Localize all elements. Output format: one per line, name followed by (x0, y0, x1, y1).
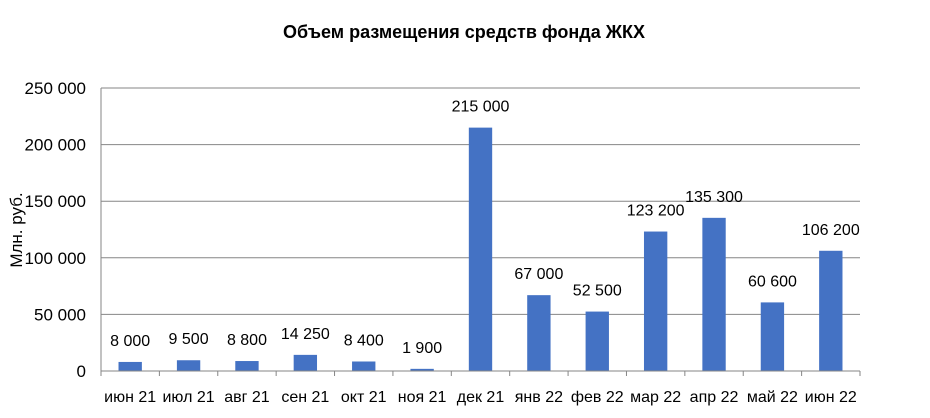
y-tick-label: 50 000 (34, 305, 86, 324)
bar (176, 360, 201, 371)
x-tick-label: июн 21 (104, 389, 156, 406)
data-label: 14 250 (281, 326, 330, 343)
data-label: 123 200 (627, 203, 685, 220)
data-label: 60 600 (748, 273, 797, 290)
x-tick-label: сен 21 (281, 389, 329, 406)
bars (118, 127, 843, 372)
x-tick-label: дек 21 (457, 389, 505, 406)
bar (410, 368, 434, 371)
chart-title: Объем размещения средств фонда ЖКХ (283, 22, 645, 42)
data-labels: 8 000 9 500 8 800 14 250 8 400 1 900 215 000 67… (110, 99, 860, 357)
data-label: 9 500 (169, 331, 209, 348)
y-tick-label: 250 000 (25, 79, 86, 98)
data-label: 215 000 (452, 99, 510, 116)
data-label: 52 500 (573, 283, 622, 300)
y-tick-label: 150 000 (25, 192, 86, 211)
y-axis-ticks: 0 50 000 100 000 150 000 200 000 250 000 (25, 79, 86, 381)
y-tick-label: 200 000 (25, 136, 86, 155)
bar (819, 250, 843, 371)
y-tick-label: 100 000 (25, 249, 86, 268)
data-label: 67 000 (514, 266, 563, 283)
data-label: 8 000 (110, 333, 150, 350)
data-label: 1 900 (402, 340, 442, 357)
y-axis-label: Млн. руб. (7, 192, 26, 267)
bar (352, 361, 376, 371)
x-tick-label: июн 22 (805, 389, 857, 406)
data-label: 8 800 (227, 332, 267, 349)
x-tick-label: май 22 (747, 389, 798, 406)
y-tick-label: 0 (77, 362, 86, 381)
x-tick-label: фев 22 (571, 389, 624, 406)
x-tick-label: июл 21 (162, 389, 214, 406)
x-tick-label: ноя 21 (398, 389, 447, 406)
bar (643, 231, 668, 371)
bar (235, 361, 259, 371)
data-label: 8 400 (344, 332, 384, 349)
x-tick-label: авг 21 (224, 389, 270, 406)
bar (293, 354, 318, 371)
x-axis-ticks: июн 21 июл 21 авг 21 сен 21 окт 21 ноя 21 дек … (100, 371, 861, 406)
bar (585, 311, 609, 371)
x-tick-label: окт 21 (341, 389, 387, 406)
data-label: 135 300 (685, 189, 743, 206)
x-tick-label: мар 22 (630, 389, 681, 406)
bar (527, 295, 551, 371)
bar (702, 217, 726, 371)
bar (760, 302, 785, 371)
x-tick-label: апр 22 (690, 389, 739, 406)
bar (118, 361, 142, 371)
x-tick-label: янв 22 (515, 389, 563, 406)
data-label: 106 200 (802, 222, 860, 239)
bar (468, 127, 493, 372)
